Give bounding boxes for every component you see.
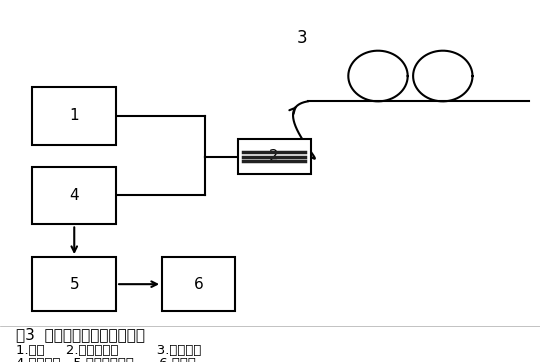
Text: 3: 3 — [297, 29, 308, 47]
Text: 4.光探测器   5.信号处理单元      6.显示器: 4.光探测器 5.信号处理单元 6.显示器 — [16, 357, 196, 362]
Text: 4: 4 — [70, 188, 79, 203]
Text: 1.光源     2.光纤分路器         3.待测光纤: 1.光源 2.光纤分路器 3.待测光纤 — [16, 344, 201, 357]
Bar — [32, 257, 116, 311]
Text: 图3  背向散射法测量原理框图: 图3 背向散射法测量原理框图 — [16, 328, 145, 342]
Text: 5: 5 — [70, 277, 79, 292]
Text: 2: 2 — [269, 149, 279, 164]
Bar — [32, 167, 116, 224]
Text: 6: 6 — [193, 277, 204, 292]
Bar — [162, 257, 235, 311]
Text: 1: 1 — [70, 108, 79, 123]
Bar — [32, 87, 116, 145]
Bar — [238, 139, 310, 174]
